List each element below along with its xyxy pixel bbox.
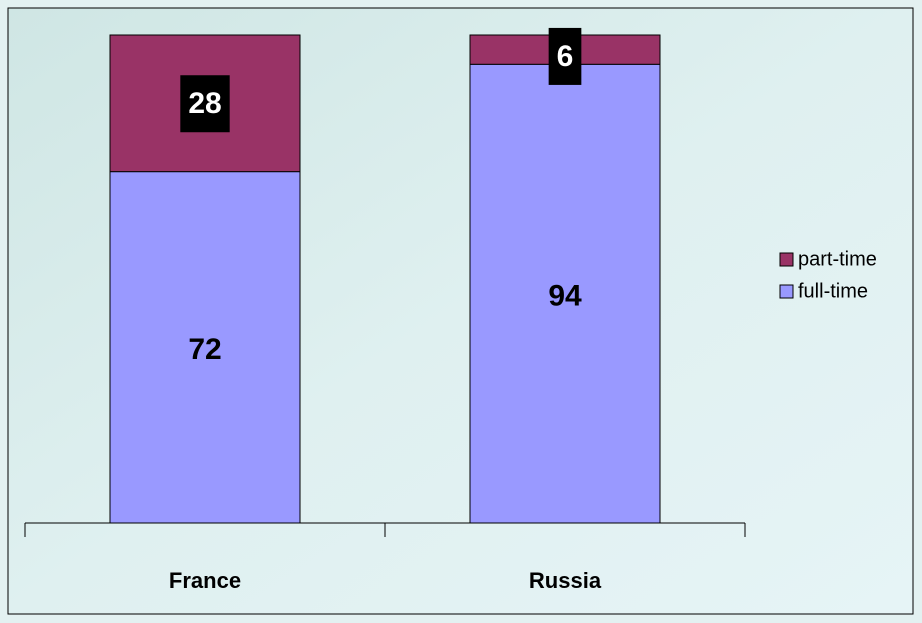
data-label: 72 — [188, 333, 221, 366]
bar-segment — [469, 63, 661, 524]
data-label-box — [548, 27, 582, 85]
bar-segment — [109, 171, 301, 524]
legend-swatch — [779, 284, 794, 299]
legend-swatch — [779, 252, 794, 267]
data-label: 94 — [548, 280, 582, 313]
data-label-box — [180, 75, 230, 133]
data-label: 28 — [188, 87, 221, 120]
legend-label: full-time — [798, 280, 868, 302]
legend-label: part-time — [798, 248, 877, 270]
x-tick-label: France — [169, 568, 241, 593]
x-tick-label: Russia — [529, 568, 602, 593]
data-label: 6 — [557, 40, 574, 73]
